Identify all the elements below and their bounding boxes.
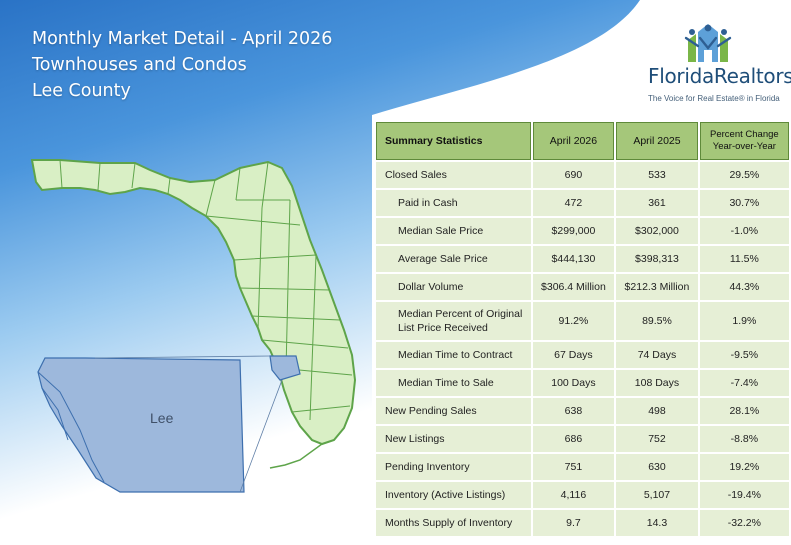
cell-previous: 89.5% [616, 302, 698, 340]
row-label: Paid in Cash [376, 190, 531, 216]
report-subtitle: Townhouses and Condos [32, 55, 247, 75]
header-summary-statistics: Summary Statistics [376, 122, 531, 160]
cell-current: 4,116 [532, 482, 615, 508]
cell-previous: 14.3 [616, 510, 698, 536]
table-row: Dollar Volume $306.4 Million $212.3 Mill… [376, 274, 789, 300]
cell-change: 11.5% [699, 246, 789, 272]
cell-current: $444,130 [532, 246, 615, 272]
cell-current: 638 [532, 398, 615, 424]
table-row: Median Time to Contract 67 Days 74 Days … [376, 342, 789, 368]
cell-change: 19.2% [699, 454, 789, 480]
logo-tagline: The Voice for Real Estate® in Florida [648, 94, 780, 103]
cell-previous: 752 [616, 426, 698, 452]
lee-county-label: Lee [150, 410, 174, 426]
cell-previous: 533 [616, 162, 698, 188]
table-row: Pending Inventory 751 630 19.2% [376, 454, 789, 480]
header-percent-change-line1: Percent Change [710, 129, 779, 140]
lee-county-inset [37, 355, 283, 493]
cell-previous: $398,313 [616, 246, 698, 272]
row-label: Inventory (Active Listings) [376, 482, 531, 508]
summary-statistics-table: Summary Statistics April 2026 April 2025… [374, 120, 791, 538]
cell-change: -1.0% [699, 218, 789, 244]
header-april-2026: April 2026 [532, 122, 615, 160]
row-label: Median Time to Contract [376, 342, 531, 368]
table-row: Paid in Cash 472 361 30.7% [376, 190, 789, 216]
cell-previous: 5,107 [616, 482, 698, 508]
cell-change: 44.3% [699, 274, 789, 300]
table-row: Median Sale Price $299,000 $302,000 -1.0… [376, 218, 789, 244]
table-row: Median Time to Sale 100 Days 108 Days -7… [376, 370, 789, 396]
header-april-2025: April 2025 [616, 122, 698, 160]
cell-change: -32.2% [699, 510, 789, 536]
florida-state-shape [30, 159, 357, 469]
row-label-line1: Median Percent of Original [398, 308, 523, 320]
cell-change: 30.7% [699, 190, 789, 216]
cell-previous: $302,000 [616, 218, 698, 244]
cell-change: 28.1% [699, 398, 789, 424]
cell-current: 751 [532, 454, 615, 480]
row-label: Months Supply of Inventory [376, 510, 531, 536]
row-label: Dollar Volume [376, 274, 531, 300]
logo-wordmark: FloridaRealtors® [648, 64, 791, 88]
row-label-line2: List Price Received [398, 322, 488, 334]
row-label: Median Sale Price [376, 218, 531, 244]
cell-change: -8.8% [699, 426, 789, 452]
cell-change: 1.9% [699, 302, 789, 340]
cell-current: $299,000 [532, 218, 615, 244]
table-row: Inventory (Active Listings) 4,116 5,107 … [376, 482, 789, 508]
row-label: Median Time to Sale [376, 370, 531, 396]
table-row: Median Percent of Original List Price Re… [376, 302, 789, 340]
cell-current: 100 Days [532, 370, 615, 396]
row-label: Median Percent of Original List Price Re… [376, 302, 531, 340]
row-label: Average Sale Price [376, 246, 531, 272]
report-region: Lee County [32, 81, 131, 101]
row-label: Closed Sales [376, 162, 531, 188]
cell-current: 690 [532, 162, 615, 188]
table-row: Average Sale Price $444,130 $398,313 11.… [376, 246, 789, 272]
cell-change: -7.4% [699, 370, 789, 396]
row-label: New Pending Sales [376, 398, 531, 424]
cell-previous: 630 [616, 454, 698, 480]
table-header-row: Summary Statistics April 2026 April 2025… [376, 122, 789, 160]
cell-change: 29.5% [699, 162, 789, 188]
cell-previous: 498 [616, 398, 698, 424]
report-title-block: Monthly Market Detail - April 2026 Townh… [32, 26, 332, 104]
cell-previous: 361 [616, 190, 698, 216]
row-label: New Listings [376, 426, 531, 452]
row-label: Pending Inventory [376, 454, 531, 480]
cell-previous: 74 Days [616, 342, 698, 368]
table-row: Months Supply of Inventory 9.7 14.3 -32.… [376, 510, 789, 536]
cell-current: 472 [532, 190, 615, 216]
cell-current: 686 [532, 426, 615, 452]
table-row: Closed Sales 690 533 29.5% [376, 162, 789, 188]
header-percent-change: Percent Change Year-over-Year [699, 122, 789, 160]
report-title: Monthly Market Detail - April 2026 [32, 29, 333, 49]
cell-previous: 108 Days [616, 370, 698, 396]
cell-change: -19.4% [699, 482, 789, 508]
florida-realtors-logo-icon [684, 24, 732, 62]
cell-current: 9.7 [532, 510, 615, 536]
cell-current: 91.2% [532, 302, 615, 340]
table-row: New Pending Sales 638 498 28.1% [376, 398, 789, 424]
table-row: New Listings 686 752 -8.8% [376, 426, 789, 452]
cell-current: 67 Days [532, 342, 615, 368]
florida-county-map [30, 159, 357, 493]
header-percent-change-line2: Year-over-Year [712, 141, 776, 152]
cell-current: $306.4 Million [532, 274, 615, 300]
cell-previous: $212.3 Million [616, 274, 698, 300]
cell-change: -9.5% [699, 342, 789, 368]
